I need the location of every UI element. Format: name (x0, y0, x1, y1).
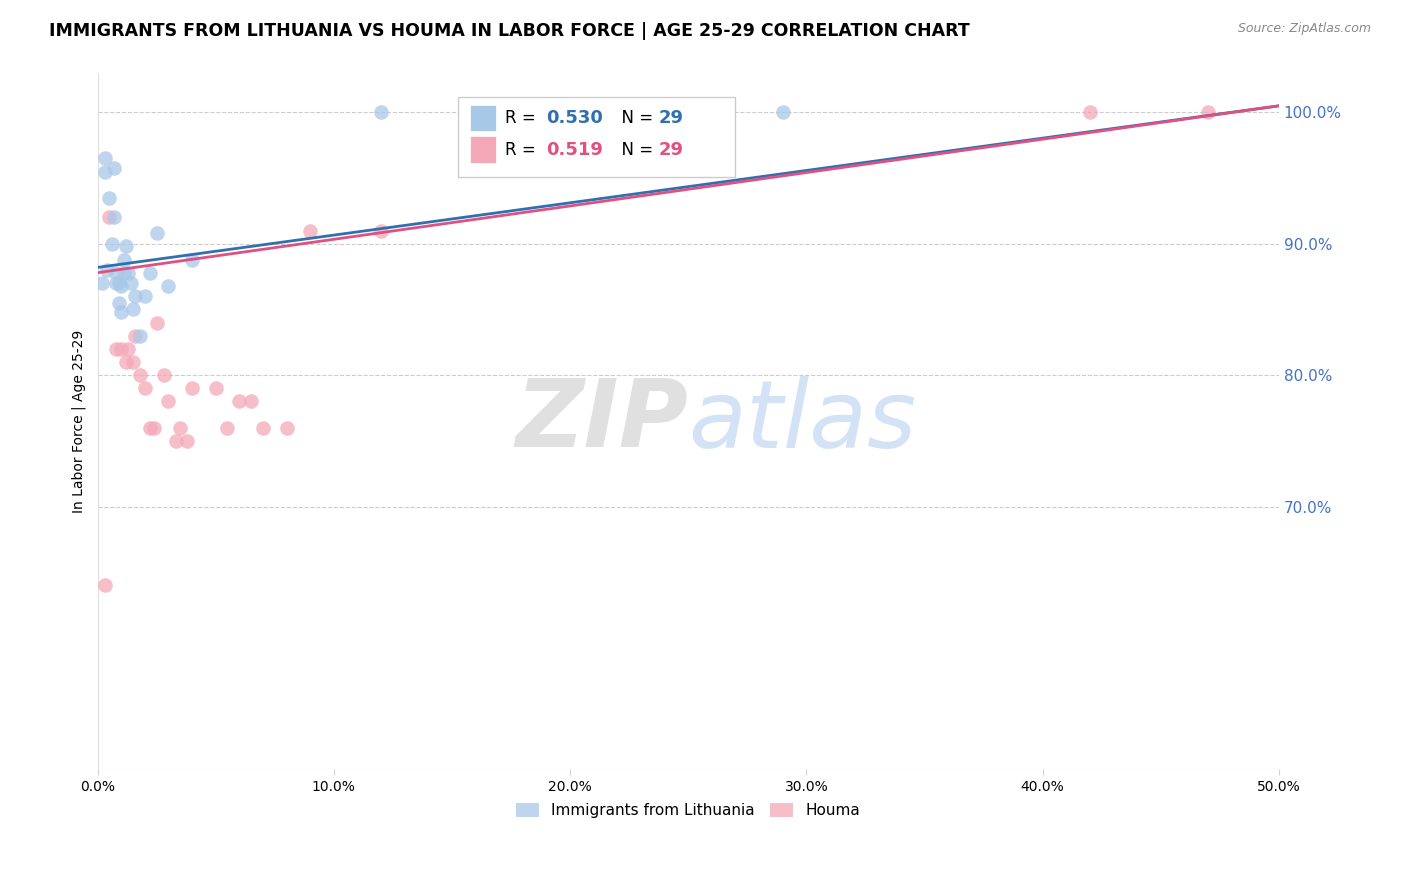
Point (98, 211, 121, 225)
Point (370, 105, 392, 120)
Point (122, 355, 145, 369)
Point (110, 342, 132, 356)
Point (152, 368, 174, 383)
Point (217, 420, 239, 434)
Point (120, 276, 142, 290)
Text: Source: ZipAtlas.com: Source: ZipAtlas.com (1237, 22, 1371, 36)
Point (93, 152, 115, 166)
Text: ZIP: ZIP (516, 376, 689, 467)
Point (112, 266, 135, 280)
Point (112, 252, 135, 267)
Point (98, 191, 121, 205)
Text: 0.530: 0.530 (547, 109, 603, 128)
Point (138, 266, 160, 280)
Point (370, 224, 392, 238)
Point (181, 381, 204, 395)
Point (108, 296, 131, 310)
Text: N =: N = (612, 109, 659, 128)
Y-axis label: In Labor Force | Age 25-29: In Labor Force | Age 25-29 (72, 329, 86, 513)
Text: atlas: atlas (689, 376, 917, 467)
Point (145, 316, 167, 330)
Legend: Immigrants from Lithuania, Houma: Immigrants from Lithuania, Houma (510, 797, 866, 824)
Point (115, 355, 138, 369)
FancyBboxPatch shape (458, 97, 735, 178)
Point (228, 394, 250, 409)
Point (134, 381, 156, 395)
Point (134, 289, 156, 303)
Point (145, 227, 167, 241)
Point (93, 164, 115, 178)
Point (772, 105, 794, 120)
Point (181, 252, 204, 267)
FancyBboxPatch shape (470, 136, 496, 163)
Point (276, 420, 298, 434)
FancyBboxPatch shape (470, 105, 496, 131)
Point (105, 266, 128, 280)
Point (100, 236, 122, 251)
Point (299, 224, 322, 238)
Text: IMMIGRANTS FROM LITHUANIA VS HOUMA IN LABOR FORCE | AGE 25-29 CORRELATION CHART: IMMIGRANTS FROM LITHUANIA VS HOUMA IN LA… (49, 22, 970, 40)
Point (1197, 105, 1219, 120)
Point (1078, 105, 1101, 120)
Text: R =: R = (505, 109, 541, 128)
Point (157, 278, 180, 293)
Point (108, 276, 131, 290)
Point (91, 276, 114, 290)
Text: 29: 29 (658, 141, 683, 159)
Text: N =: N = (612, 141, 659, 159)
Point (157, 394, 180, 409)
Point (124, 289, 146, 303)
Text: R =: R = (505, 141, 541, 159)
Text: 0.519: 0.519 (547, 141, 603, 159)
Point (143, 420, 166, 434)
Point (93, 578, 115, 592)
Point (110, 278, 132, 293)
Point (252, 420, 274, 434)
Point (169, 420, 191, 434)
Point (103, 161, 125, 175)
Point (129, 328, 152, 343)
Point (240, 394, 263, 409)
Point (165, 434, 187, 448)
Point (96, 263, 118, 277)
Point (122, 302, 145, 317)
Point (117, 266, 139, 280)
Point (138, 420, 160, 434)
Point (115, 239, 138, 253)
Point (110, 305, 132, 319)
Point (105, 276, 128, 290)
Text: 29: 29 (658, 109, 683, 128)
Point (124, 328, 146, 343)
Point (105, 342, 128, 356)
Point (117, 342, 139, 356)
Point (176, 434, 198, 448)
Point (103, 211, 125, 225)
Point (129, 368, 152, 383)
Point (204, 381, 226, 395)
